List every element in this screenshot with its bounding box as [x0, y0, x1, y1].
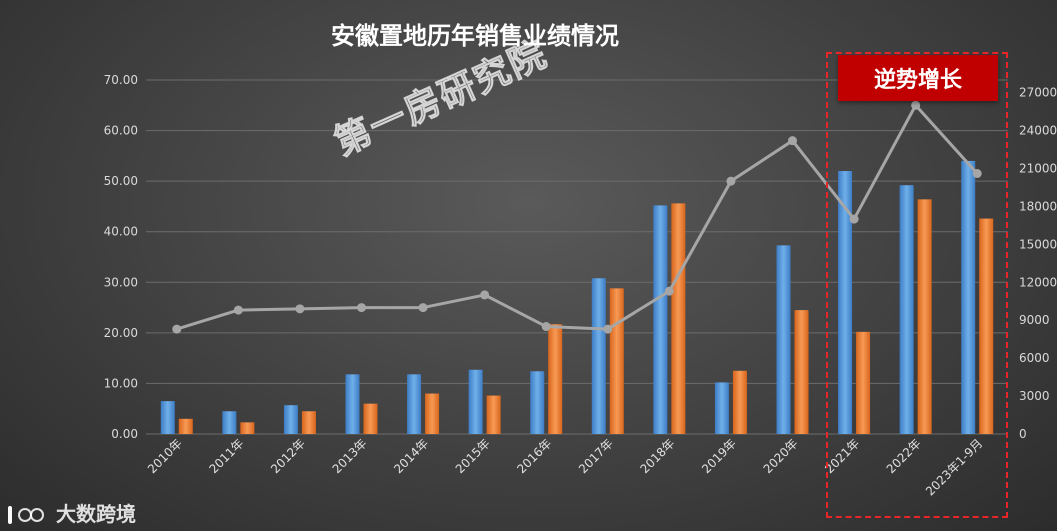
line-point [233, 305, 243, 315]
bar [591, 278, 606, 434]
annotation-badge: 逆势增长 [838, 55, 998, 101]
y-right-tick-label: 24000 [1019, 124, 1057, 138]
x-tick-label: 2017年 [576, 436, 616, 476]
bar [530, 371, 545, 434]
x-tick-label: 2012年 [268, 436, 308, 476]
bar [776, 245, 791, 434]
line-point [664, 286, 674, 296]
y-left-tick-label: 50.00 [104, 174, 138, 188]
line-point [726, 176, 736, 186]
y-right-tick-label: 18000 [1019, 199, 1057, 213]
logo-text: 大数跨境 [56, 501, 136, 526]
x-tick-label: 2010年 [145, 436, 185, 476]
y-right-tick-label: 15000 [1019, 237, 1057, 251]
bar [979, 218, 994, 434]
line-series [176, 103, 979, 331]
y-left-tick-label: 60.00 [104, 124, 138, 138]
line-point [541, 322, 551, 332]
bar [732, 370, 747, 434]
highlight-dashed-box [826, 52, 1008, 518]
bar [671, 203, 686, 434]
bar [838, 171, 853, 434]
y-right-tick-label: 12000 [1019, 275, 1057, 289]
y-left-tick-label: 70.00 [104, 73, 138, 87]
bar [283, 405, 298, 434]
bar [363, 403, 378, 434]
y-left-tick-label: 20.00 [104, 326, 138, 340]
line-point [172, 324, 182, 334]
bar [714, 382, 729, 434]
bar [653, 205, 668, 434]
y-right-tick-label: 3000 [1019, 389, 1050, 403]
y-right-tick-label: 0 [1019, 427, 1027, 441]
x-tick-label: 2018年 [637, 436, 677, 476]
bar [301, 411, 316, 434]
bar [794, 310, 809, 434]
line-point [972, 169, 982, 179]
bar [160, 401, 175, 434]
bar [345, 374, 360, 434]
line-point [418, 303, 428, 313]
chart-title: 安徽置地历年销售业绩情况 [331, 22, 619, 50]
bar [961, 160, 976, 434]
line-point [603, 324, 613, 334]
line-point [295, 304, 305, 314]
bar [486, 395, 501, 434]
logo: 大数跨境 [8, 497, 136, 527]
x-tick-label: 2020年 [761, 436, 801, 476]
bar [468, 369, 483, 434]
line-point [357, 303, 366, 313]
bar [917, 199, 932, 434]
y-right-tick-label: 21000 [1019, 162, 1057, 176]
x-tick-label: 2019年 [699, 436, 739, 476]
bar [899, 185, 914, 434]
line-point [788, 136, 797, 146]
bar [240, 422, 255, 434]
line-point [911, 100, 921, 110]
y-right-tick-label: 27000 [1019, 86, 1057, 100]
x-tick-label: 2015年 [453, 436, 493, 476]
line-point [480, 290, 490, 300]
bar [856, 331, 871, 434]
x-tick-label: 2016年 [514, 436, 554, 476]
x-tick-label: 2014年 [391, 436, 431, 476]
y-left-tick-label: 40.00 [104, 225, 138, 239]
y-left-tick-label: 30.00 [104, 275, 138, 289]
y-right-tick-label: 9000 [1019, 313, 1050, 327]
bar [425, 393, 440, 434]
y-left-tick-label: 10.00 [104, 376, 138, 390]
line-point [849, 214, 859, 224]
bar [407, 374, 422, 434]
y-left-tick-label: 0.00 [111, 427, 138, 441]
x-tick-label: 2011年 [206, 436, 246, 476]
bar [178, 418, 193, 434]
bar [222, 411, 237, 434]
y-right-tick-label: 6000 [1019, 351, 1050, 365]
bar [548, 324, 563, 434]
bar [609, 288, 624, 434]
logo-icon [8, 500, 48, 524]
x-tick-label: 2013年 [330, 436, 370, 476]
